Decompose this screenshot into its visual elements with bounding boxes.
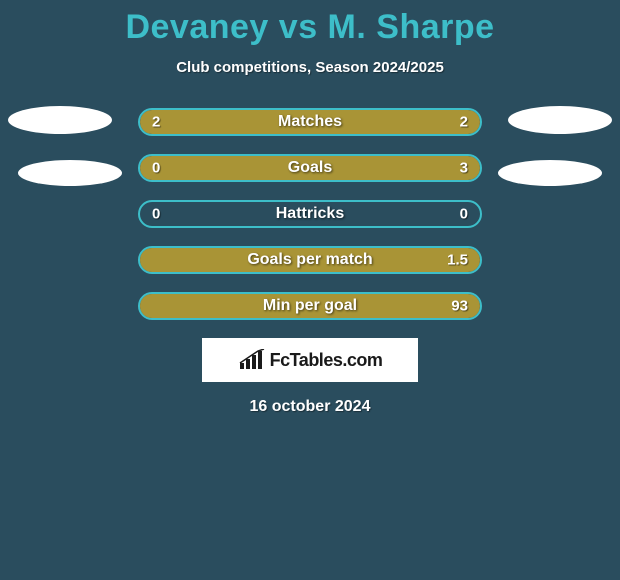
stat-row-min-per-goal: Min per goal 93 [138, 292, 482, 320]
stat-row-hattricks: 0 Hattricks 0 [138, 200, 482, 228]
subtitle: Club competitions, Season 2024/2025 [0, 59, 620, 76]
player-right-avatar-1 [508, 106, 612, 134]
player-right-avatar-2 [498, 160, 602, 186]
fill-right [140, 248, 480, 272]
stat-label: Hattricks [140, 205, 480, 223]
value-right: 1.5 [447, 252, 468, 269]
value-right: 2 [460, 114, 468, 131]
fill-left [140, 110, 310, 134]
player-left-avatar-1 [8, 106, 112, 134]
fill-right [310, 110, 480, 134]
fctables-logo-icon [238, 349, 266, 371]
player-left-avatar-2 [18, 160, 122, 186]
stat-row-matches: 2 Matches 2 [138, 108, 482, 136]
page-title: Devaney vs M. Sharpe [0, 8, 620, 47]
value-left: 2 [152, 114, 160, 131]
value-right: 3 [460, 160, 468, 177]
value-right: 0 [460, 206, 468, 223]
fill-right [140, 294, 480, 318]
stat-row-goals-per-match: Goals per match 1.5 [138, 246, 482, 274]
value-left: 0 [152, 206, 160, 223]
value-left: 0 [152, 160, 160, 177]
chart-area: 2 Matches 2 0 Goals 3 0 Hattricks 0 [0, 108, 620, 416]
stat-rows: 2 Matches 2 0 Goals 3 0 Hattricks 0 [138, 108, 482, 320]
value-right: 93 [451, 298, 468, 315]
comparison-card: Devaney vs M. Sharpe Club competitions, … [0, 0, 620, 416]
fill-left [140, 156, 201, 180]
stat-row-goals: 0 Goals 3 [138, 154, 482, 182]
date: 16 october 2024 [0, 398, 620, 416]
logo-box[interactable]: FcTables.com [202, 338, 418, 382]
logo-text: FcTables.com [270, 350, 383, 371]
logo-inner: FcTables.com [238, 349, 383, 371]
fill-right [201, 156, 480, 180]
